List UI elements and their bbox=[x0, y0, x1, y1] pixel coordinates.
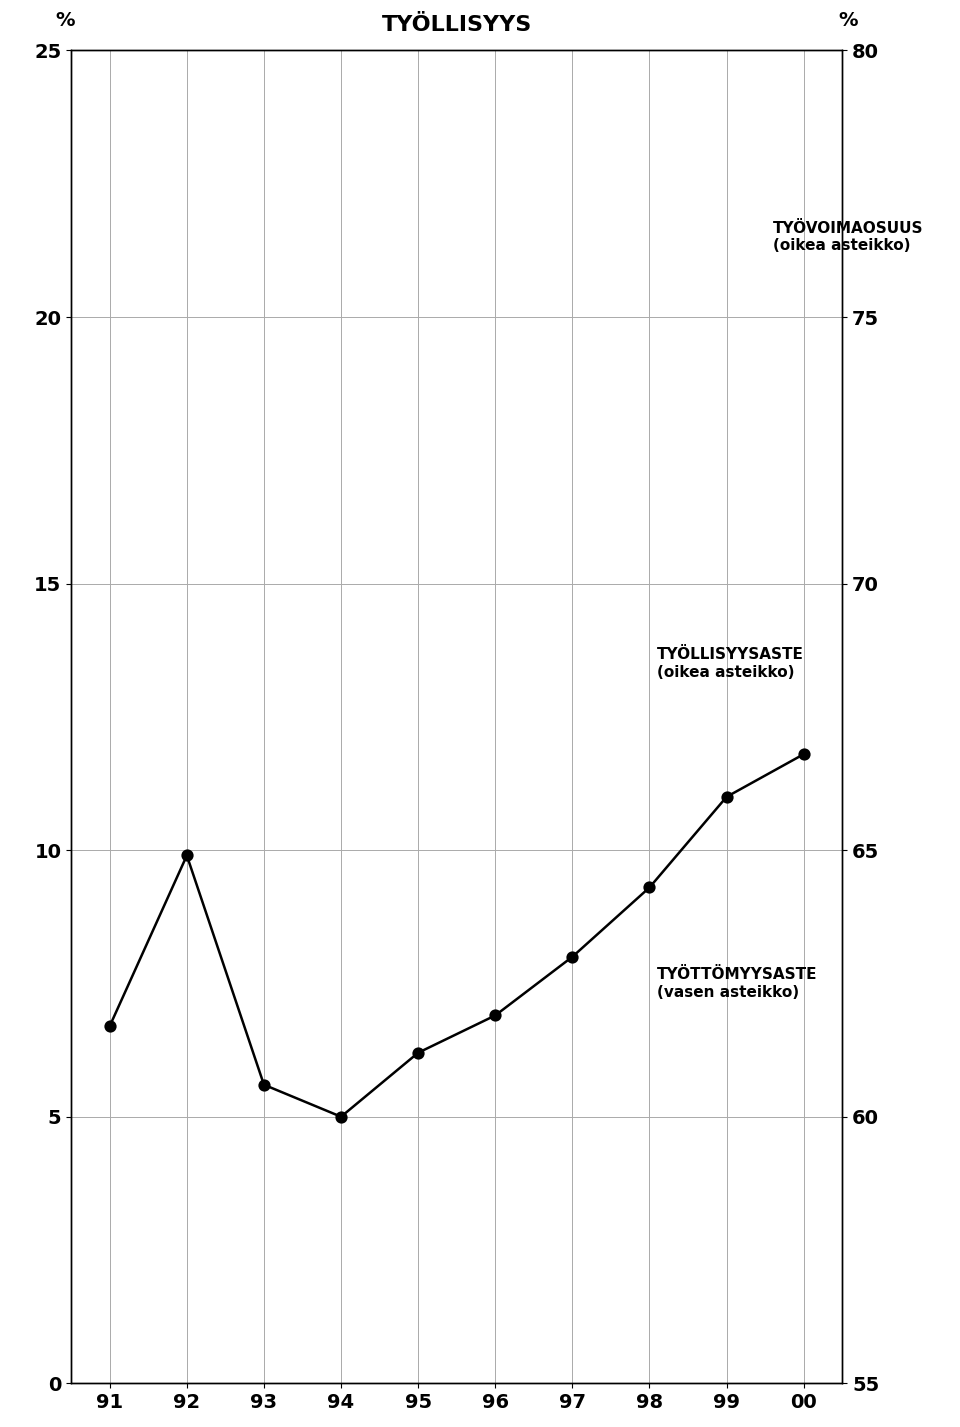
Text: TYÖVOIMAOSUUS
(oikea asteikko): TYÖVOIMAOSUUS (oikea asteikko) bbox=[773, 221, 924, 253]
Text: TYÖLLISYYSASTE
(oikea asteikko): TYÖLLISYYSASTE (oikea asteikko) bbox=[658, 648, 804, 679]
Title: TYÖLLISYYS: TYÖLLISYYS bbox=[381, 16, 532, 36]
Text: %: % bbox=[56, 11, 75, 30]
Text: %: % bbox=[838, 11, 857, 30]
Text: TYÖTTÖMYYSASTE
(vasen asteikko): TYÖTTÖMYYSASTE (vasen asteikko) bbox=[658, 968, 818, 1000]
